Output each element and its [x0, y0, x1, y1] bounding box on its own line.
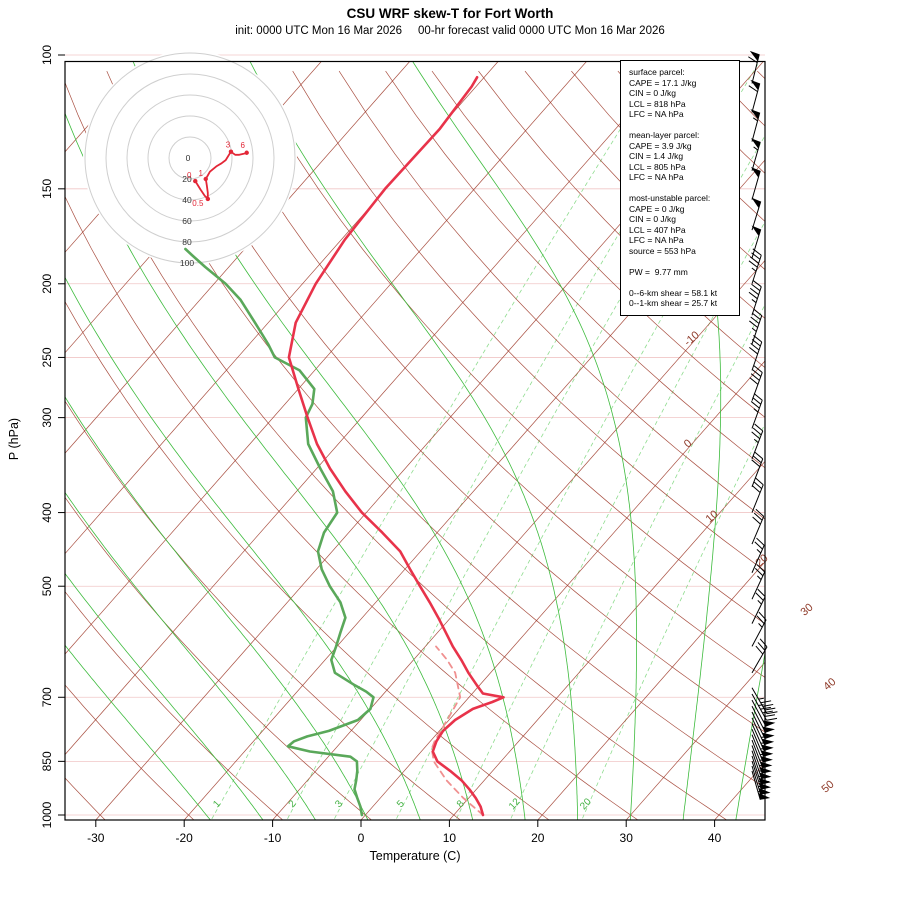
info-box-line: CIN = 1.4 J/kg [629, 151, 684, 161]
info-box-line: CAPE = 0 J/kg [629, 203, 685, 214]
info-box-line: LCL = 805 hPa [629, 161, 686, 172]
info-box-line: LFC = NA hPa [629, 172, 684, 182]
info-box-line: LCL = 818 hPa [629, 98, 686, 109]
dry-adiabats [65, 70, 765, 820]
info-box-line: CIN = 0 J/kg [629, 214, 677, 224]
hodograph-trace [194, 150, 247, 200]
hodograph-ring [105, 73, 275, 243]
y-tick-label: 300 [40, 407, 54, 427]
hodograph-ring-label: 20 [182, 174, 192, 184]
info-box-line: CAPE = 17.1 J/kg [629, 77, 697, 88]
info-box-line: CIN = 0 J/kg [629, 88, 677, 98]
hodograph-ring-label: 100 [180, 258, 194, 268]
x-axis-label: Temperature (C) [369, 849, 461, 863]
svg-text:40: 40 [821, 676, 838, 693]
info-box-line: CAPE = 3.9 J/kg [629, 140, 692, 151]
y-tick-label: 400 [40, 502, 54, 522]
x-axis: -30 -20 -10 0 10 20 30 40 [87, 820, 722, 845]
mixing-ratio-labels: 1 2 3 5 8 12 20 [211, 796, 594, 812]
hodograph-ring-label: 80 [182, 237, 192, 247]
info-box-line: surface parcel: [629, 67, 685, 77]
hodograph-ring [126, 94, 254, 222]
info-box-line: LFC = NA hPa [629, 109, 684, 119]
info-box-line: LCL = 407 hPa [629, 224, 686, 235]
x-tick-label: -10 [264, 831, 282, 845]
hodograph-height-marker [193, 178, 198, 184]
x-tick-label: 20 [531, 831, 545, 845]
y-tick-label: 150 [40, 178, 54, 198]
temperature-trace [287, 76, 505, 817]
x-tick-label: -20 [176, 831, 194, 845]
svg-text:5: 5 [395, 798, 407, 810]
svg-text:20: 20 [753, 552, 770, 569]
svg-text:0: 0 [186, 153, 191, 163]
y-tick-label: 700 [40, 687, 54, 707]
svg-text:30: 30 [799, 601, 816, 618]
mixing-ratio-lines [210, 61, 765, 820]
info-box-line [629, 183, 735, 194]
hodograph-ring [84, 52, 296, 264]
plot-frame [64, 60, 766, 821]
y-axis-label: P (hPa) [7, 417, 21, 461]
hodograph-height-label: 1 [199, 169, 204, 178]
hodograph-ring [168, 136, 212, 180]
x-tick-label: 10 [443, 831, 457, 845]
x-tick-label: 40 [708, 831, 722, 845]
page-subtitle: init: 0000 UTC Mon 16 Mar 2026 00-hr for… [235, 25, 665, 37]
y-axis: 100 150 200 250 300 400 500 700 850 1000 [40, 45, 65, 828]
svg-text:10: 10 [704, 508, 721, 525]
info-box: surface parcel: CAPE = 17.1 J/kg CIN = 0 J… [620, 60, 740, 316]
hodograph-height-label: 0 [187, 171, 192, 180]
info-box-line: LFC = NA hPa [629, 235, 684, 245]
info-box-line: 0--1-km shear = 25.7 kt [629, 298, 718, 308]
hodograph-height-marker [203, 176, 208, 182]
info-box-line: mean-layer parcel: [629, 130, 700, 140]
page-title: CSU WRF skew-T for Fort Worth [346, 6, 554, 21]
hodograph-height-label: 6 [240, 141, 245, 150]
y-tick-label: 100 [40, 45, 54, 65]
svg-text:20: 20 [578, 796, 594, 812]
svg-text:-10: -10 [682, 329, 702, 348]
info-box-line [629, 120, 735, 131]
hodograph-height-label: 0.5 [192, 199, 204, 208]
hodograph-ring-label: 40 [182, 195, 192, 205]
y-tick-label: 250 [40, 347, 54, 367]
wind-barbs [748, 50, 778, 800]
info-box-line: most-unstable parcel: [629, 193, 711, 203]
svg-text:3: 3 [333, 798, 345, 810]
info-box-line: 0--6-km shear = 58.1 kt [629, 287, 718, 298]
x-tick-label: 0 [358, 831, 365, 845]
svg-text:8: 8 [455, 798, 467, 810]
hodograph-height-marker [244, 150, 249, 155]
y-tick-label: 850 [40, 751, 54, 771]
hodograph-height-marker [205, 196, 211, 202]
hodograph-ring [147, 115, 233, 201]
y-tick-label: 500 [40, 576, 54, 596]
svg-text:2: 2 [287, 798, 299, 810]
moist-adiabats [65, 61, 765, 820]
svg-text:1: 1 [211, 798, 223, 810]
y-tick-label: 1000 [40, 801, 54, 828]
svg-text:50: 50 [820, 778, 837, 795]
hodograph-height-label: 3 [226, 141, 231, 150]
info-box-line: source = 553 hPa [629, 245, 696, 256]
info-box-line [629, 256, 735, 267]
hodograph-ring-label: 60 [182, 216, 192, 226]
dewpoint-trace [184, 247, 375, 817]
surface-parcel-trace [430, 645, 484, 816]
x-tick-label: -30 [87, 831, 105, 845]
hodograph-height-marker [228, 149, 234, 154]
x-tick-label: 30 [620, 831, 634, 845]
info-box-line: PW = 9.77 mm [629, 266, 688, 277]
y-tick-label: 200 [40, 273, 54, 293]
info-box-line [629, 277, 735, 288]
